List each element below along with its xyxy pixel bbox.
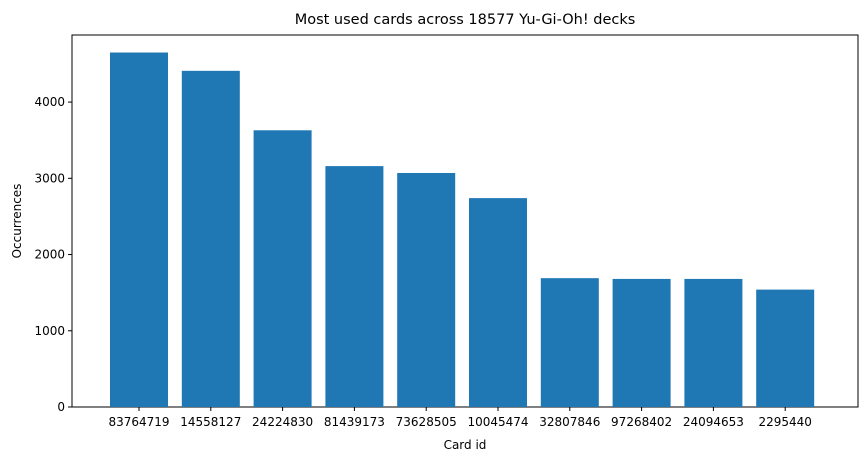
y-tick-label: 1000 [34, 324, 65, 338]
x-tick-label: 24224830 [252, 415, 313, 429]
bar-81439173 [325, 166, 384, 407]
x-tick-label: 32807846 [539, 415, 600, 429]
x-tick-label: 2295440 [758, 415, 811, 429]
x-tick-label: 83764719 [108, 415, 169, 429]
y-tick-label: 4000 [34, 95, 65, 109]
x-tick-label: 10045474 [467, 415, 528, 429]
x-tick-label: 73628505 [396, 415, 457, 429]
bar-32807846 [540, 278, 599, 407]
bars-group [110, 52, 815, 408]
y-axis-label: Occurrences [10, 184, 24, 259]
x-axis-label: Card id [444, 438, 487, 452]
x-tick-label: 97268402 [611, 415, 672, 429]
y-tick-label: 2000 [34, 248, 65, 262]
bar-24094653 [684, 278, 743, 407]
bar-14558127 [181, 70, 240, 407]
y-tick-label: 0 [57, 400, 65, 414]
chart-title: Most used cards across 18577 Yu-Gi-Oh! d… [295, 12, 636, 28]
bar-10045474 [469, 198, 527, 407]
bar-24224830 [253, 130, 312, 408]
x-tick-label: 81439173 [324, 415, 385, 429]
bar-73628505 [397, 172, 456, 407]
y-tick-label: 3000 [34, 171, 65, 185]
x-axis: 83764719 14558127 24224830 81439173 73628505… [108, 407, 812, 429]
x-tick-label: 14558127 [180, 415, 241, 429]
plot-frame [71, 34, 859, 408]
bar-83764719 [110, 52, 168, 407]
x-tick-label: 24094653 [683, 415, 744, 429]
bar-2295440 [756, 289, 815, 407]
y-axis: 0 1000 2000 3000 4000 [34, 95, 72, 414]
bar-97268402 [612, 278, 671, 407]
